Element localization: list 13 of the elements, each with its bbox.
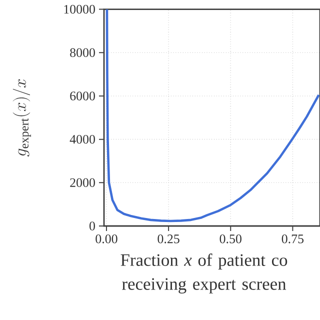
y-axis-title: $g_{\mathrm{expert}}(x)/x$ (12, 79, 31, 156)
y-tick-label: 10000 (64, 4, 95, 14)
x-tick-label: 0.00 (96, 234, 118, 244)
x-tick-label: 0.75 (282, 234, 304, 244)
x-tick-label: 0.25 (158, 234, 180, 244)
y-tick-label: 2000 (70, 178, 95, 188)
y-tick-label: 0 (90, 222, 95, 230)
y-tick-label: 6000 (70, 92, 95, 100)
x-axis-title: Fraction x of patient co receiving expert screen (120, 254, 288, 294)
x-tick-label: 0.50 (220, 234, 242, 244)
y-tick-label: 4000 (70, 134, 95, 144)
line-series (106, 9, 320, 222)
y-tick-label: 8000 (70, 48, 95, 58)
